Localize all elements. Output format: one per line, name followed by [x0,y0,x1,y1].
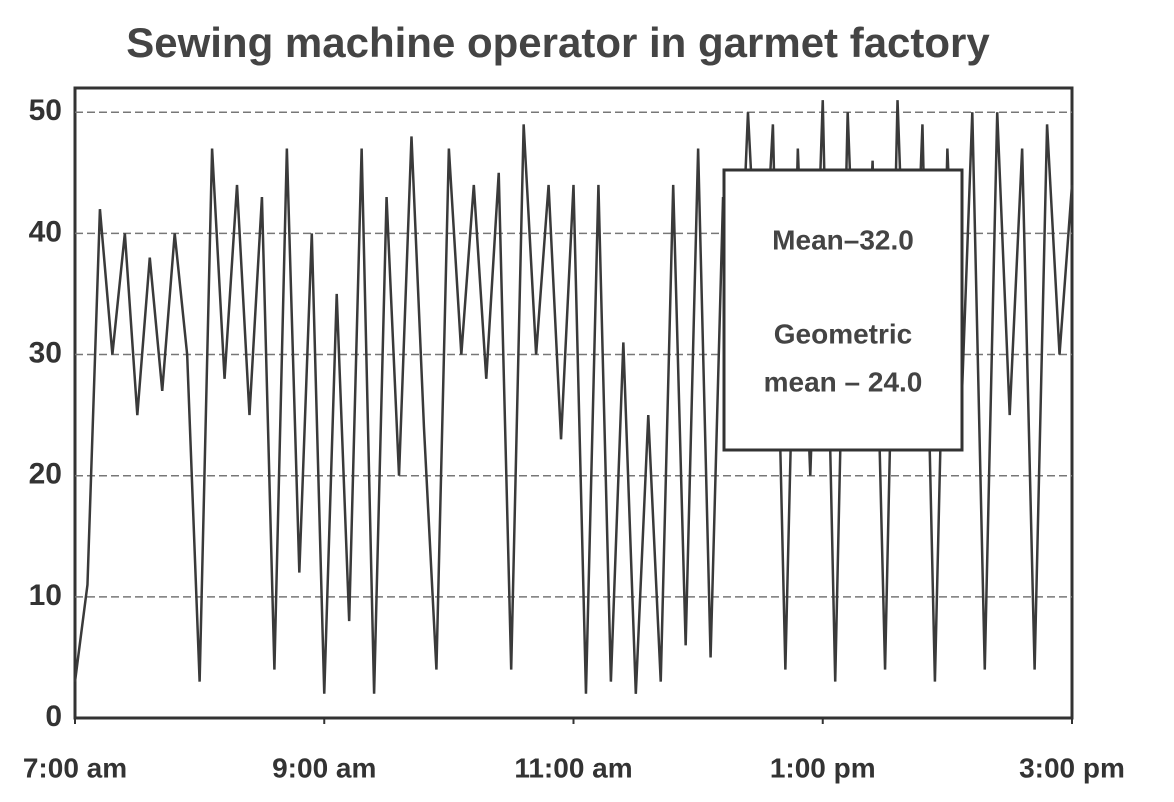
y-tick-label: 30 [29,336,62,369]
chart-title: Sewing machine operator in garmet factor… [126,19,990,66]
annotation-box [722,168,964,452]
y-tick-label: 40 [29,215,62,248]
annotation: Mean–32.0 [772,224,914,255]
y-tick-label: 20 [29,458,62,491]
x-tick-label: 1:00 pm [770,752,876,783]
annotation: mean – 24.0 [764,366,923,397]
x-tick-label: 11:00 am [514,752,632,783]
y-tick-label: 50 [29,94,62,127]
y-tick-label: 10 [29,579,62,612]
y-tick-label: 0 [45,700,62,733]
x-tick-label: 9:00 am [272,752,376,783]
annotation: Geometric [774,318,913,349]
x-tick-label: 7:00 am [23,752,127,783]
x-tick-label: 3:00 pm [1019,752,1125,783]
